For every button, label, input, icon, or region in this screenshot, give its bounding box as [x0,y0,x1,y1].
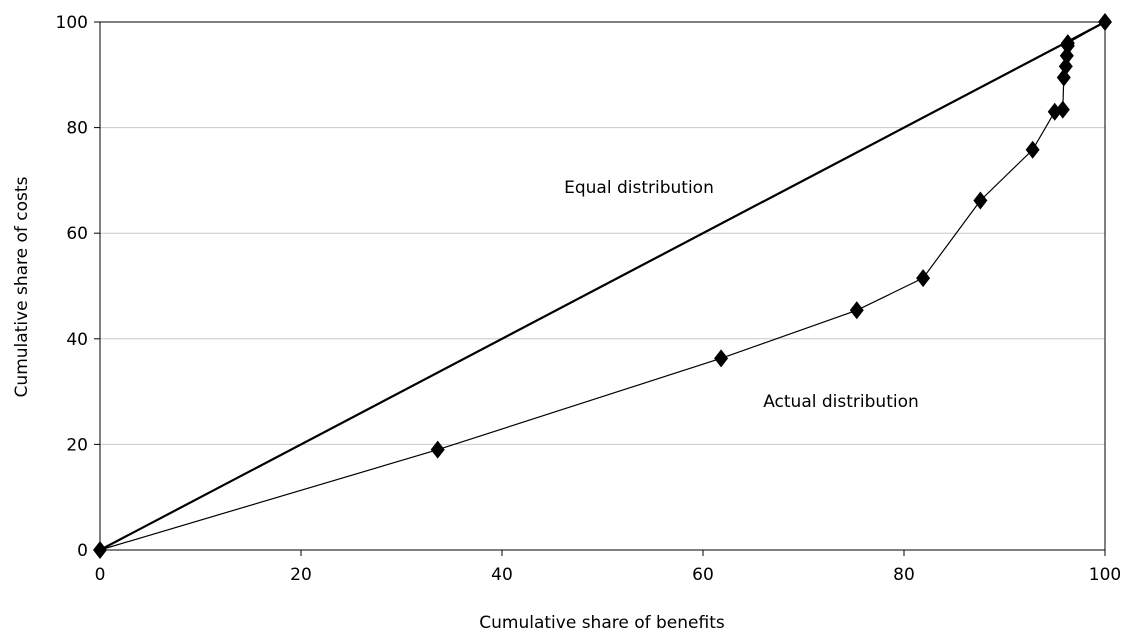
x-tick-label-40: 40 [491,565,513,585]
data-point-diamond [849,301,864,320]
y-axis-title: Cumulative share of costs [12,176,32,397]
x-tick-label-20: 20 [290,565,312,585]
data-point-diamond [1058,57,1073,76]
annotation-equal-distribution: Equal distribution [564,178,714,198]
x-axis-title: Cumulative share of benefits [479,613,725,633]
data-point-diamond [1060,34,1075,53]
grid-lines [100,127,1105,445]
y-tick-label-20: 20 [66,435,88,455]
data-point-diamond [1055,100,1070,119]
x-tick-label-80: 80 [893,565,915,585]
y-tick-label-0: 0 [77,541,88,561]
data-point-diamond [430,440,445,459]
axes [94,21,1106,556]
annotation-actual-distribution: Actual distribution [763,392,919,412]
series [93,13,1112,559]
y-tick-label-100: 100 [56,13,88,33]
data-point-diamond [1098,13,1112,31]
tick-labels: 0 20 40 60 80 100 0 20 40 60 80 100 [56,13,1122,585]
y-tick-label-60: 60 [66,224,88,244]
y-tick-label-80: 80 [66,119,88,139]
y-tick-label-40: 40 [66,330,88,350]
data-point-diamond [973,191,988,210]
data-point-diamond [93,541,107,559]
equal-distribution-line [99,21,1106,551]
x-tick-label-60: 60 [692,565,714,585]
x-tick-label-0: 0 [95,565,106,585]
data-point-diamond [916,269,931,288]
x-tick-label-100: 100 [1089,565,1121,585]
data-point-diamond [714,349,729,368]
data-point-diamond [1025,140,1040,159]
